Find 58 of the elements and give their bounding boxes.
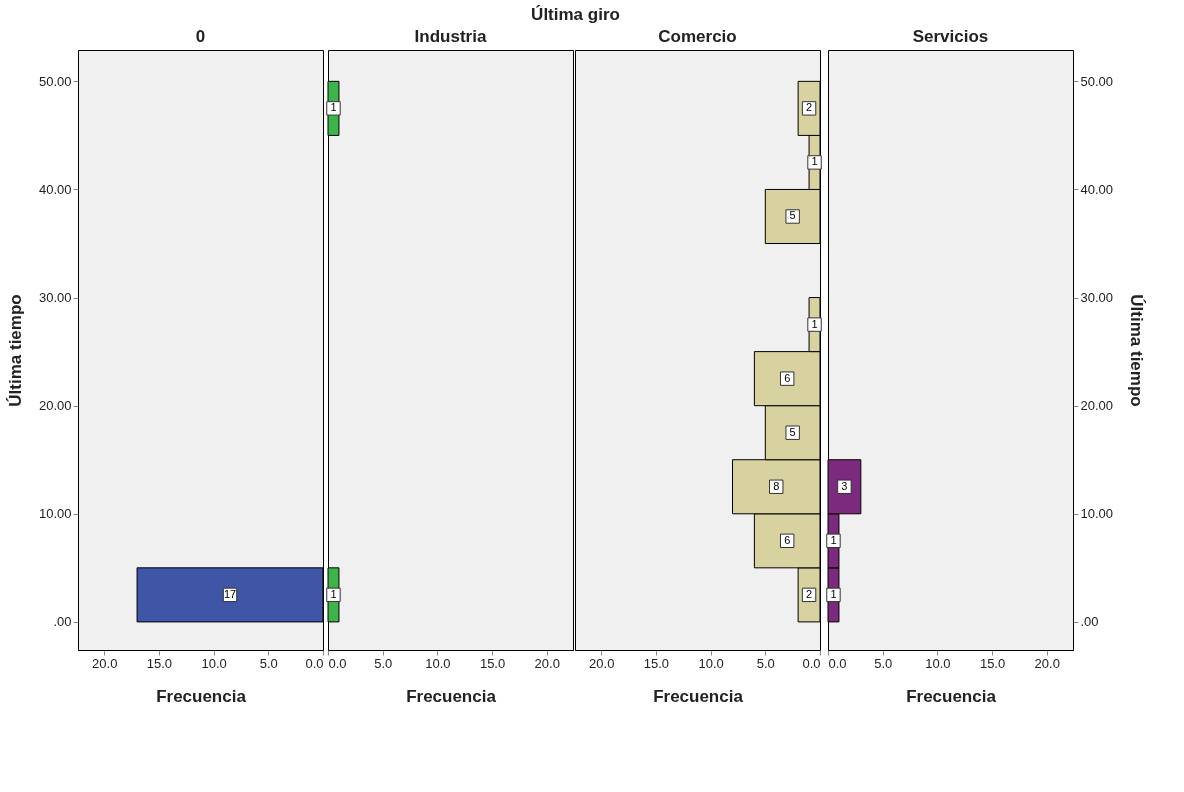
data-label: 17 [223,587,237,600]
x-tick-label: 15.0 [643,655,670,671]
y-tick-label: .00 [53,614,72,630]
y-tick-label: 50.00 [1080,73,1114,89]
data-label: 1 [830,533,837,546]
x-tick-label: 20.0 [1034,655,1060,671]
x-tick-label: 10.0 [425,655,451,671]
x-tick-label: 5.0 [874,655,893,671]
x-tick-label: 10.0 [201,655,227,671]
chart-title: Comercio [658,27,737,46]
x-tick-label: 5.0 [756,655,775,671]
x-tick-label: 10.0 [925,655,951,671]
data-label: 8 [773,479,780,492]
data-label: 5 [789,209,796,222]
data-label: 1 [330,101,337,114]
x-tick-label: 10.0 [698,655,724,671]
x-axis-title: Frecuencia [906,686,997,706]
y-tick-label: 50.00 [38,73,72,89]
text: Última giro [531,4,620,24]
x-tick-label: 0.0 [305,655,324,671]
data-label: 6 [784,533,791,546]
x-axis-title: Frecuencia [156,686,247,706]
data-label: 1 [330,587,337,600]
y-tick-label: 40.00 [38,181,72,197]
y-tick-label: 20.00 [1080,398,1114,414]
chart-title: Servicios [912,27,989,46]
data-label: 1 [811,317,818,330]
data-label: 1 [811,155,818,168]
y-tick-label: .00 [1080,614,1099,630]
data-label: 2 [806,587,813,600]
x-tick-label: 15.0 [146,655,173,671]
y-tick-label: 10.00 [38,506,72,522]
data-label: 5 [789,425,796,438]
y-tick-label: 20.00 [38,398,72,414]
x-tick-label: 20.0 [589,655,615,671]
x-tick-label: 20.0 [534,655,560,671]
chart-title: 0 [195,27,206,46]
data-label: 1 [830,587,837,600]
x-axis-title: Frecuencia [653,686,744,706]
x-tick-label: 0.0 [802,655,821,671]
data-label: 2 [806,101,813,114]
y-tick-label: 30.00 [1080,290,1114,306]
y-tick-label: 10.00 [1080,506,1114,522]
y-axis-title: Última tiempo [5,294,25,407]
chart-title: Industria [414,27,487,46]
x-tick-label: 15.0 [979,655,1006,671]
x-tick-label: 5.0 [259,655,278,671]
x-tick-label: 0.0 [328,655,347,671]
y-tick-label: 30.00 [38,290,72,306]
y-tick-label: 40.00 [1080,181,1114,197]
data-label: 3 [841,479,848,492]
x-tick-label: 5.0 [374,655,393,671]
y-axis-title: Última tiempo [1127,294,1147,407]
x-tick-label: 15.0 [479,655,506,671]
data-label: 6 [784,371,791,384]
x-axis-title: Frecuencia [406,686,497,706]
x-tick-label: 0.0 [828,655,847,671]
x-tick-label: 20.0 [92,655,118,671]
